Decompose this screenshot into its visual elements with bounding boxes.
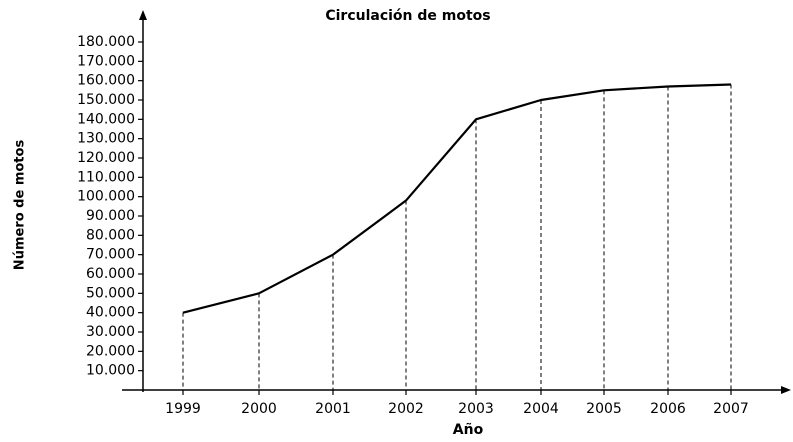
x-tick-label: 2003 xyxy=(458,401,494,417)
chart-title: Circulación de motos xyxy=(325,8,490,24)
y-tick-label: 10.000 xyxy=(86,363,135,379)
x-axis-arrow xyxy=(781,386,791,394)
y-tick-label: 80.000 xyxy=(86,227,135,243)
x-tick-label: 2002 xyxy=(388,401,424,417)
y-tick-label: 160.000 xyxy=(77,73,135,89)
x-tick-label: 1999 xyxy=(165,401,201,417)
y-tick-label: 170.000 xyxy=(77,53,135,69)
y-tick-label: 100.000 xyxy=(77,189,135,205)
y-tick-label: 130.000 xyxy=(77,131,135,147)
y-tick-label: 30.000 xyxy=(86,324,135,340)
x-tick-label: 2001 xyxy=(315,401,351,417)
y-tick-label: 60.000 xyxy=(86,266,135,282)
x-tick-label: 2004 xyxy=(523,401,559,417)
x-axis-label: Año xyxy=(453,422,484,438)
x-tick-label: 2000 xyxy=(241,401,277,417)
y-tick-label: 150.000 xyxy=(77,92,135,108)
y-tick-label: 20.000 xyxy=(86,343,135,359)
y-tick-label: 90.000 xyxy=(86,208,135,224)
y-tick-label: 140.000 xyxy=(77,111,135,127)
y-tick-label: 110.000 xyxy=(77,169,135,185)
x-tick-label: 2005 xyxy=(586,401,622,417)
y-tick-label: 50.000 xyxy=(86,285,135,301)
x-tick-label: 2006 xyxy=(650,401,686,417)
y-axis-label: Número de motos xyxy=(13,140,28,271)
y-tick-label: 180.000 xyxy=(77,34,135,50)
y-tick-label: 120.000 xyxy=(77,150,135,166)
y-tick-label: 70.000 xyxy=(86,247,135,263)
y-tick-label: 40.000 xyxy=(86,305,135,321)
line xyxy=(182,83,732,314)
x-tick-label: 2007 xyxy=(713,401,749,417)
y-axis-arrow xyxy=(139,10,147,20)
